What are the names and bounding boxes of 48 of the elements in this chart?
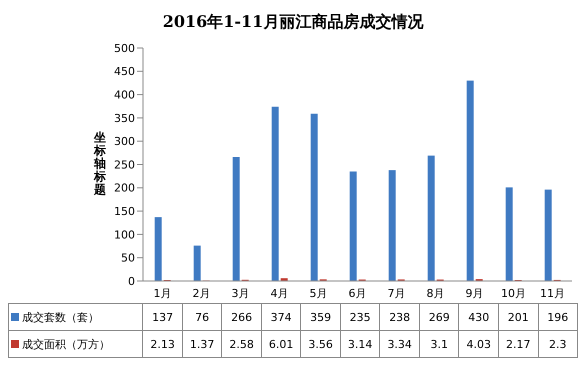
data-label: 201	[498, 304, 538, 330]
data-label: 137	[142, 304, 182, 330]
data-label: 269	[418, 304, 458, 330]
y-axis-title: 坐标轴标题	[93, 130, 106, 197]
y-tick-label: 250	[114, 158, 135, 172]
y-tick-label: 300	[114, 135, 135, 148]
x-tick-label: 10月	[501, 286, 526, 300]
data-label: 2.3	[538, 331, 578, 357]
data-label: 3.1	[418, 331, 458, 357]
x-tick-label: 7月	[388, 286, 406, 300]
data-label: 430	[458, 304, 498, 330]
legend-label: 成交面积（万方）	[22, 336, 110, 352]
x-tick-label: 4月	[270, 286, 288, 300]
x-tick-label: 1月	[154, 286, 172, 300]
y-tick-label: 150	[114, 205, 135, 218]
data-label: 1.37	[182, 331, 222, 357]
y-tick-label: 400	[114, 88, 135, 102]
data-label: 3.56	[300, 331, 340, 357]
data-label: 238	[379, 304, 419, 330]
data-label: 2.17	[498, 331, 538, 357]
y-tick-label: 100	[114, 228, 135, 242]
data-label: 6.01	[260, 331, 300, 357]
data-label: 266	[221, 304, 261, 330]
data-label: 235	[340, 304, 380, 330]
data-label: 3.14	[340, 331, 380, 357]
y-tick-label: 50	[121, 252, 135, 265]
x-tick-label: 9月	[466, 286, 484, 300]
chart-title: 2016年1-11月丽江商品房成交情况	[162, 12, 424, 33]
data-label: 2.13	[142, 331, 182, 357]
y-tick-label: 200	[114, 182, 135, 195]
data-label: 3.34	[379, 331, 419, 357]
data-label: 359	[300, 304, 340, 330]
y-tick-label: 500	[114, 42, 135, 55]
x-tick-label: 3月	[232, 286, 250, 300]
y-tick-label: 350	[114, 112, 135, 125]
x-tick-label: 8月	[426, 286, 444, 300]
x-tick-label: 5月	[310, 286, 328, 300]
data-label: 374	[260, 304, 300, 330]
data-label: 76	[182, 304, 222, 330]
data-label: 196	[538, 304, 578, 330]
y-tick-label: 0	[128, 274, 135, 288]
x-tick-label: 11月	[540, 286, 565, 300]
x-tick-label: 2月	[192, 286, 210, 300]
legend-label: 成交套数（套）	[22, 310, 99, 324]
data-label: 2.58	[221, 331, 261, 357]
x-tick-label: 6月	[348, 286, 366, 300]
y-tick-label: 450	[114, 65, 135, 78]
data-label: 4.03	[458, 331, 498, 357]
